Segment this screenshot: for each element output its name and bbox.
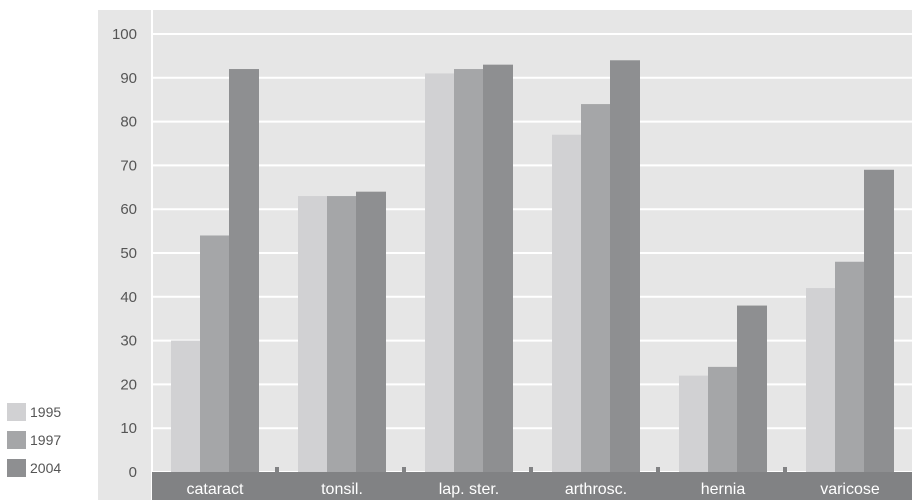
y-tick-label: 90	[120, 70, 137, 87]
legend-label: 1995	[30, 404, 62, 420]
legend-swatch	[7, 459, 26, 477]
bar-1997-lapster	[454, 69, 484, 472]
y-tick-label: 100	[112, 26, 137, 43]
bar-1995-hernia	[679, 375, 709, 472]
bar-1995-tonsil	[298, 196, 328, 472]
group-separator	[529, 467, 533, 472]
bar-2004-tonsil	[356, 191, 386, 472]
bar-1997-cataract	[200, 235, 230, 472]
x-category-label: tonsil.	[321, 481, 363, 498]
bar-2004-cataract	[229, 69, 259, 472]
bar-1995-lapster	[425, 73, 455, 473]
legend-swatch	[7, 403, 26, 421]
y-tick-label: 60	[120, 201, 137, 218]
y-tick-label: 70	[120, 157, 137, 174]
legend: 1995 1997 2004	[7, 401, 61, 485]
y-tick-label: 50	[120, 245, 137, 262]
bar-2004-hernia	[737, 305, 767, 472]
legend-label: 1997	[30, 432, 62, 448]
legend-item: 1995	[7, 401, 61, 423]
legend-label: 2004	[30, 460, 62, 476]
x-category-label: arthrosc.	[565, 481, 627, 498]
group-separator	[402, 467, 406, 472]
bar-1997-tonsil	[327, 196, 357, 472]
legend-item: 2004	[7, 457, 61, 479]
bar-2004-lapster	[483, 64, 513, 472]
bar-2004-arthrosc	[610, 60, 640, 472]
group-separator	[656, 467, 660, 472]
bar-1997-hernia	[708, 366, 738, 472]
category-band	[152, 472, 912, 500]
y-tick-label: 10	[120, 420, 137, 437]
x-category-label: hernia	[701, 481, 746, 498]
bar-2004-varicose	[864, 169, 894, 472]
legend-swatch	[7, 431, 26, 449]
y-tick-label: 0	[129, 464, 137, 481]
legend-item: 1997	[7, 429, 61, 451]
bar-1995-arthrosc	[552, 134, 582, 473]
bar-1997-arthrosc	[581, 104, 611, 472]
bar-1995-cataract	[171, 340, 201, 472]
y-tick-label: 30	[120, 333, 137, 350]
x-category-label: cataract	[187, 481, 244, 498]
bar-1995-varicose	[806, 288, 836, 472]
group-separator	[783, 467, 787, 472]
x-category-label: varicose	[820, 481, 880, 498]
y-tick-label: 40	[120, 289, 137, 306]
y-tick-label: 20	[120, 376, 137, 393]
group-separator	[275, 467, 279, 472]
y-tick-label: 80	[120, 114, 137, 131]
x-category-label: lap. ster.	[439, 481, 499, 498]
bar-1997-varicose	[835, 261, 865, 472]
